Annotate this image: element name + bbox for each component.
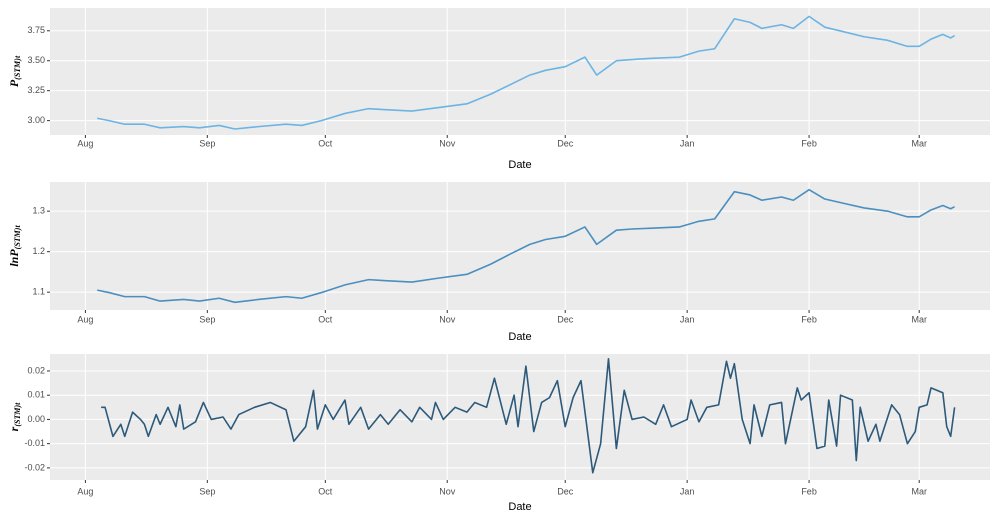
y-axis-title-main: r	[7, 426, 21, 431]
y-tick-label: -0.01	[24, 438, 45, 448]
x-tick-label: Nov	[439, 138, 456, 148]
x-tick-label: Nov	[439, 486, 456, 496]
plot-background	[50, 182, 990, 310]
y-tick-label: 1.2	[32, 246, 45, 256]
x-tick-label: Feb	[801, 314, 817, 324]
x-tick-label: Aug	[77, 486, 93, 496]
y-tick-label: 1.1	[32, 287, 45, 297]
x-tick-label: Dec	[557, 314, 574, 324]
y-axis-title-subscript: (STM)t	[13, 402, 22, 427]
y-tick-label: 3.00	[27, 115, 45, 125]
x-tick-label: Sep	[199, 138, 215, 148]
y-tick-label: 3.50	[27, 55, 45, 65]
y-tick-label: -0.02	[24, 462, 45, 472]
x-tick-label: Jan	[680, 314, 695, 324]
x-tick-label: Jan	[680, 138, 695, 148]
x-tick-label: Dec	[557, 486, 574, 496]
y-tick-label: 3.75	[27, 25, 45, 35]
x-tick-label: Oct	[318, 314, 333, 324]
y-axis-title-main: P	[7, 79, 21, 87]
y-axis-title-main: lnP	[7, 249, 21, 267]
x-tick-label: Aug	[77, 138, 93, 148]
x-tick-label: Mar	[911, 314, 927, 324]
y-tick-label: 1.3	[32, 206, 45, 216]
x-tick-label: Dec	[557, 138, 574, 148]
x-tick-label: Jan	[680, 486, 695, 496]
x-tick-label: Feb	[801, 138, 817, 148]
x-axis-title: Date	[508, 159, 531, 171]
y-axis-title: P(STM)t	[7, 55, 22, 87]
x-axis-title: Date	[508, 501, 531, 513]
x-tick-label: Oct	[318, 486, 333, 496]
y-axis-title-subscript: (STM)t	[13, 55, 22, 80]
y-axis-title: lnP(STM)t	[7, 225, 22, 267]
data-line	[97, 15, 956, 130]
x-tick-label: Sep	[199, 486, 215, 496]
x-tick-label: Aug	[77, 314, 93, 324]
y-axis-title-subscript: (STM)t	[13, 225, 22, 250]
y-axis-title: r(STM)t	[7, 402, 22, 431]
x-tick-label: Oct	[318, 138, 333, 148]
x-tick-label: Mar	[911, 138, 927, 148]
data-line	[101, 358, 956, 474]
y-tick-label: 0.01	[27, 390, 45, 400]
data-line	[97, 188, 955, 304]
y-tick-label: 0.00	[27, 414, 45, 424]
x-tick-label: Mar	[911, 486, 927, 496]
plot-background	[50, 8, 990, 135]
x-tick-label: Nov	[439, 314, 456, 324]
y-tick-label: 3.25	[27, 85, 45, 95]
x-tick-label: Sep	[199, 314, 215, 324]
y-tick-label: 0.02	[27, 365, 45, 375]
x-tick-label: Feb	[801, 486, 817, 496]
x-axis-title: Date	[508, 331, 531, 343]
